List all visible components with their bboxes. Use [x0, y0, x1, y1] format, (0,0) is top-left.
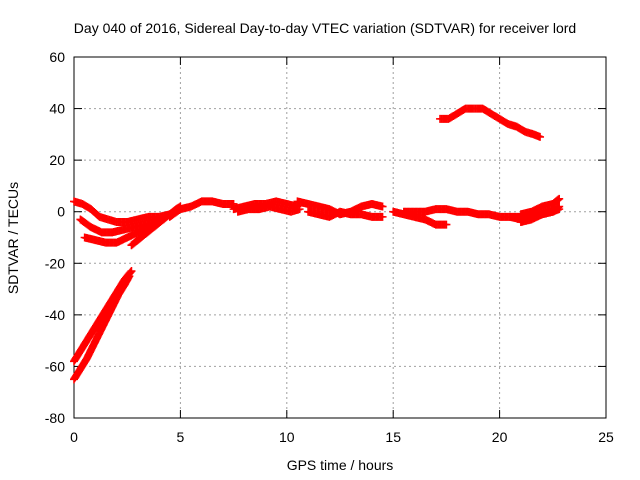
x-axis-title: GPS time / hours: [287, 457, 394, 473]
x-tick-label: 15: [385, 429, 401, 445]
chart-title: Day 040 of 2016, Sidereal Day-to-day VTE…: [74, 20, 576, 36]
series-arc-g: [233, 202, 304, 216]
data-series-group: [70, 104, 564, 384]
data-point: [554, 195, 563, 204]
data-point: [442, 220, 451, 229]
data-point: [555, 205, 564, 214]
series-arc-high: [436, 104, 545, 141]
y-tick-label: -60: [45, 358, 65, 374]
data-point: [127, 267, 136, 276]
series-arc-k: [399, 205, 525, 221]
y-tick-label: 40: [49, 101, 65, 117]
series-arc-e: [165, 197, 238, 221]
x-tick-label: 10: [279, 429, 295, 445]
data-point: [536, 132, 545, 141]
y-tick-label: 60: [49, 49, 65, 65]
x-tick-label: 0: [70, 429, 78, 445]
y-tick-label: 0: [57, 204, 65, 220]
series-arc-rise-2: [70, 272, 134, 384]
x-tick-label: 25: [598, 429, 614, 445]
plot-frame: [73, 56, 607, 419]
series-arc-m: [516, 194, 564, 219]
data-point: [126, 268, 135, 277]
y-tick-label: -40: [45, 307, 65, 323]
x-tick-label: 5: [177, 429, 185, 445]
grid-lines: [74, 57, 606, 418]
y-tick-label: 20: [49, 152, 65, 168]
y-tick-label: -80: [45, 410, 65, 426]
data-point: [125, 272, 134, 281]
series-arc-b: [76, 215, 168, 237]
y-axis: -80 -60 -40 -20 0 20 40 60: [45, 49, 606, 426]
data-point: [295, 205, 304, 214]
y-tick-label: -20: [45, 255, 65, 271]
data-point: [378, 212, 387, 221]
y-axis-title: SDTVAR / TECUs: [5, 182, 21, 294]
x-tick-label: 20: [492, 429, 508, 445]
series-arc-i: [304, 207, 387, 221]
series-arc-n: [516, 205, 564, 227]
x-axis: 0 5 10 15 20 25: [70, 57, 614, 445]
data-point: [378, 202, 387, 211]
series-arc-a: [70, 197, 174, 227]
data-point: [555, 194, 564, 203]
